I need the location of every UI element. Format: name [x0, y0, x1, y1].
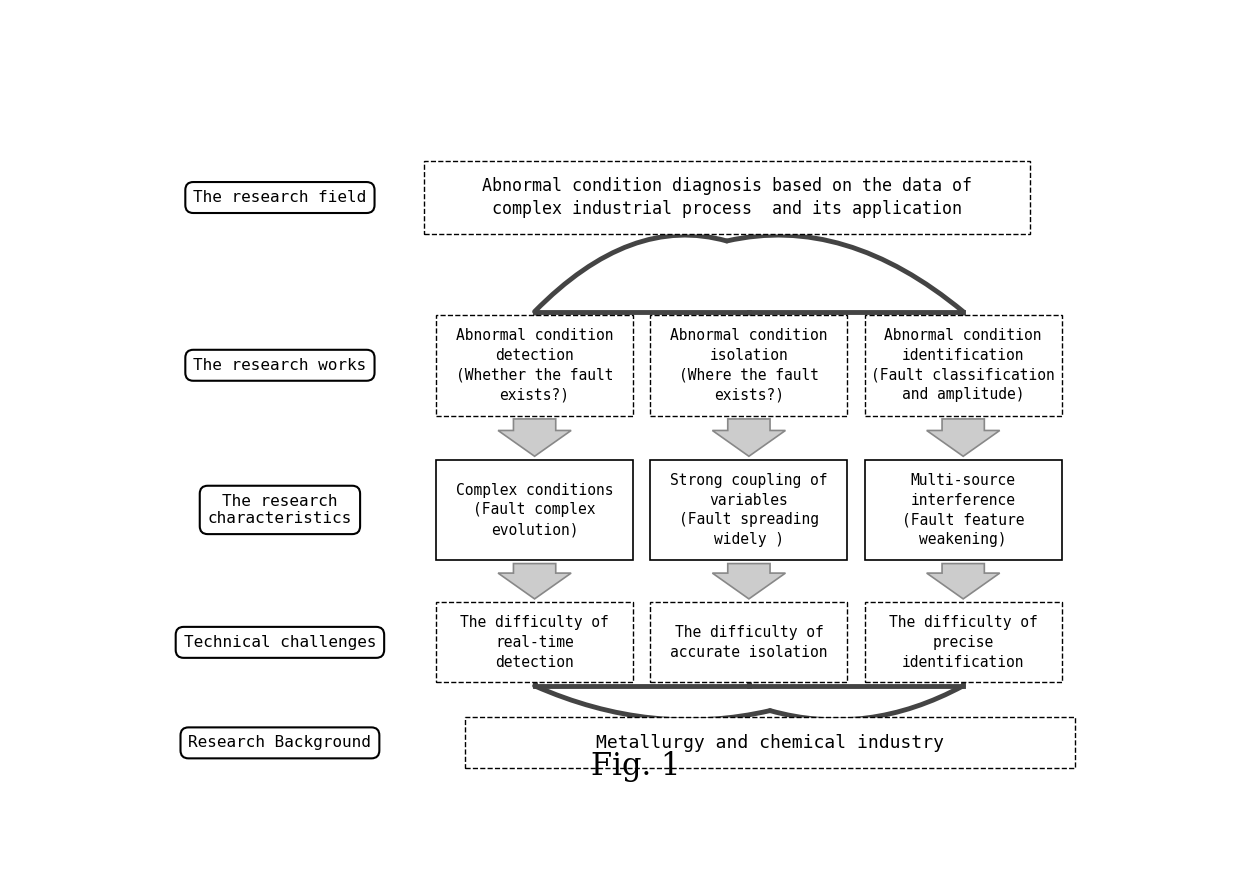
Text: Fig. 1: Fig. 1	[590, 751, 681, 781]
Bar	[465, 717, 1075, 768]
Text: Research Background: Research Background	[188, 736, 371, 751]
Bar	[651, 602, 847, 683]
Bar	[436, 602, 634, 683]
Bar	[424, 161, 1029, 235]
Text: Multi-source
interference
(Fault feature
weakening): Multi-source interference (Fault feature…	[901, 473, 1024, 547]
Text: Complex conditions
(Fault complex
evolution): Complex conditions (Fault complex evolut…	[456, 482, 614, 537]
Bar	[436, 460, 634, 560]
PathPatch shape	[498, 419, 572, 456]
Bar	[436, 315, 634, 415]
Text: The research
characteristics: The research characteristics	[208, 494, 352, 527]
Text: Abnormal condition
isolation
(Where the fault
exists?): Abnormal condition isolation (Where the …	[670, 328, 827, 402]
Text: Abnormal condition
identification
(Fault classification
and amplitude): Abnormal condition identification (Fault…	[872, 328, 1055, 402]
Bar	[864, 602, 1061, 683]
PathPatch shape	[712, 564, 785, 599]
Text: Metallurgy and chemical industry: Metallurgy and chemical industry	[596, 734, 944, 751]
Text: Abnormal condition diagnosis based on the data of
complex industrial process  an: Abnormal condition diagnosis based on th…	[482, 176, 972, 219]
Text: The research works: The research works	[193, 358, 367, 373]
Text: The difficulty of
real-time
detection: The difficulty of real-time detection	[460, 615, 609, 669]
Text: Strong coupling of
variables
(Fault spreading
widely ): Strong coupling of variables (Fault spre…	[670, 473, 827, 547]
Text: The difficulty of
precise
identification: The difficulty of precise identification	[889, 615, 1038, 669]
Text: The research field: The research field	[193, 190, 367, 205]
Bar	[864, 315, 1061, 415]
PathPatch shape	[926, 564, 999, 599]
Text: Abnormal condition
detection
(Whether the fault
exists?): Abnormal condition detection (Whether th…	[456, 328, 614, 402]
Bar	[651, 460, 847, 560]
Bar	[864, 460, 1061, 560]
PathPatch shape	[498, 564, 572, 599]
Bar	[651, 315, 847, 415]
PathPatch shape	[926, 419, 999, 456]
Text: The difficulty of
accurate isolation: The difficulty of accurate isolation	[670, 625, 827, 660]
Text: Technical challenges: Technical challenges	[184, 635, 376, 650]
PathPatch shape	[712, 419, 785, 456]
